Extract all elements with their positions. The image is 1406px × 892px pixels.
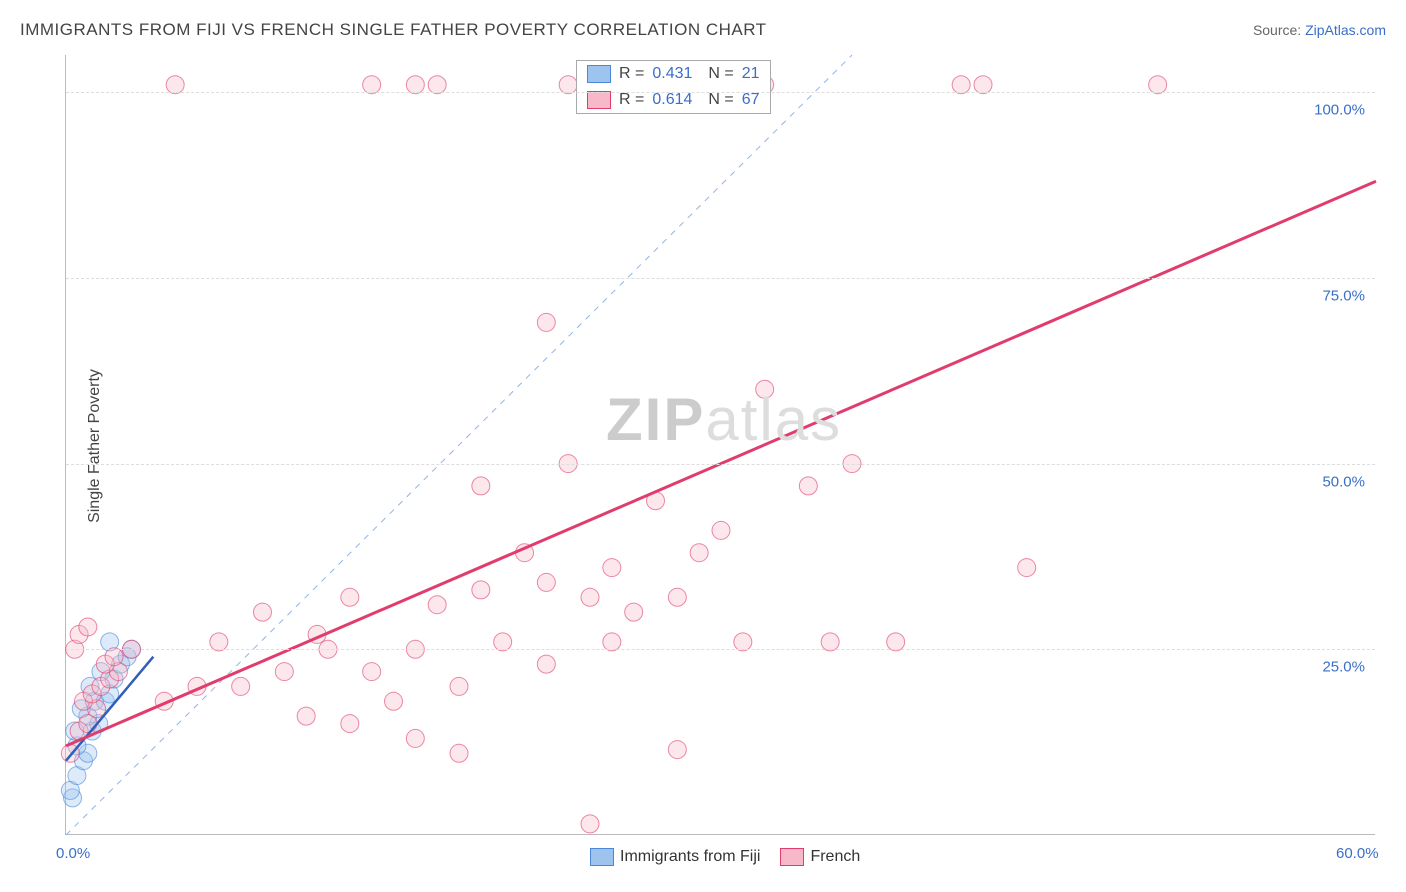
- swatch-icon: [780, 848, 804, 866]
- y-tick-label: 50.0%: [1322, 473, 1365, 490]
- legend: Immigrants from Fiji French: [590, 848, 860, 866]
- gridline-h: [66, 278, 1375, 279]
- swatch-icon: [587, 91, 611, 109]
- stats-box: R = 0.431 N = 21 R = 0.614 N = 67: [576, 60, 771, 114]
- legend-label: French: [810, 848, 860, 866]
- gridline-h: [66, 92, 1375, 93]
- stat-n-value: 67: [742, 91, 760, 109]
- stat-r-value: 0.614: [652, 91, 692, 109]
- gridline-h: [66, 649, 1375, 650]
- stat-n-label: N =: [708, 65, 733, 83]
- y-tick-label: 100.0%: [1314, 102, 1365, 119]
- y-tick-label: 25.0%: [1322, 659, 1365, 676]
- legend-label: Immigrants from Fiji: [620, 848, 760, 866]
- source: Source: ZipAtlas.com: [1253, 22, 1386, 38]
- legend-item-french[interactable]: French: [780, 848, 860, 866]
- legend-item-fiji[interactable]: Immigrants from Fiji: [590, 848, 760, 866]
- x-tick-label: 0.0%: [56, 845, 90, 862]
- chart-svg: [66, 55, 1376, 835]
- source-label: Source:: [1253, 22, 1305, 38]
- chart-plot-area: ZIPatlas R = 0.431 N = 21 R = 0.614 N = …: [65, 55, 1375, 835]
- chart-header: IMMIGRANTS FROM FIJI VS FRENCH SINGLE FA…: [20, 20, 1386, 40]
- stat-n-label: N =: [708, 91, 733, 109]
- stat-r-label: R =: [619, 91, 644, 109]
- x-tick-label: 60.0%: [1336, 845, 1379, 862]
- chart-title: IMMIGRANTS FROM FIJI VS FRENCH SINGLE FA…: [20, 20, 767, 40]
- stat-r-label: R =: [619, 65, 644, 83]
- stat-r-value: 0.431: [652, 65, 692, 83]
- stats-row-fiji: R = 0.431 N = 21: [577, 61, 770, 87]
- swatch-icon: [590, 848, 614, 866]
- source-link[interactable]: ZipAtlas.com: [1305, 22, 1386, 38]
- swatch-icon: [587, 65, 611, 83]
- y-tick-label: 75.0%: [1322, 287, 1365, 304]
- gridline-h: [66, 464, 1375, 465]
- stats-row-french: R = 0.614 N = 67: [577, 87, 770, 113]
- stat-n-value: 21: [742, 65, 760, 83]
